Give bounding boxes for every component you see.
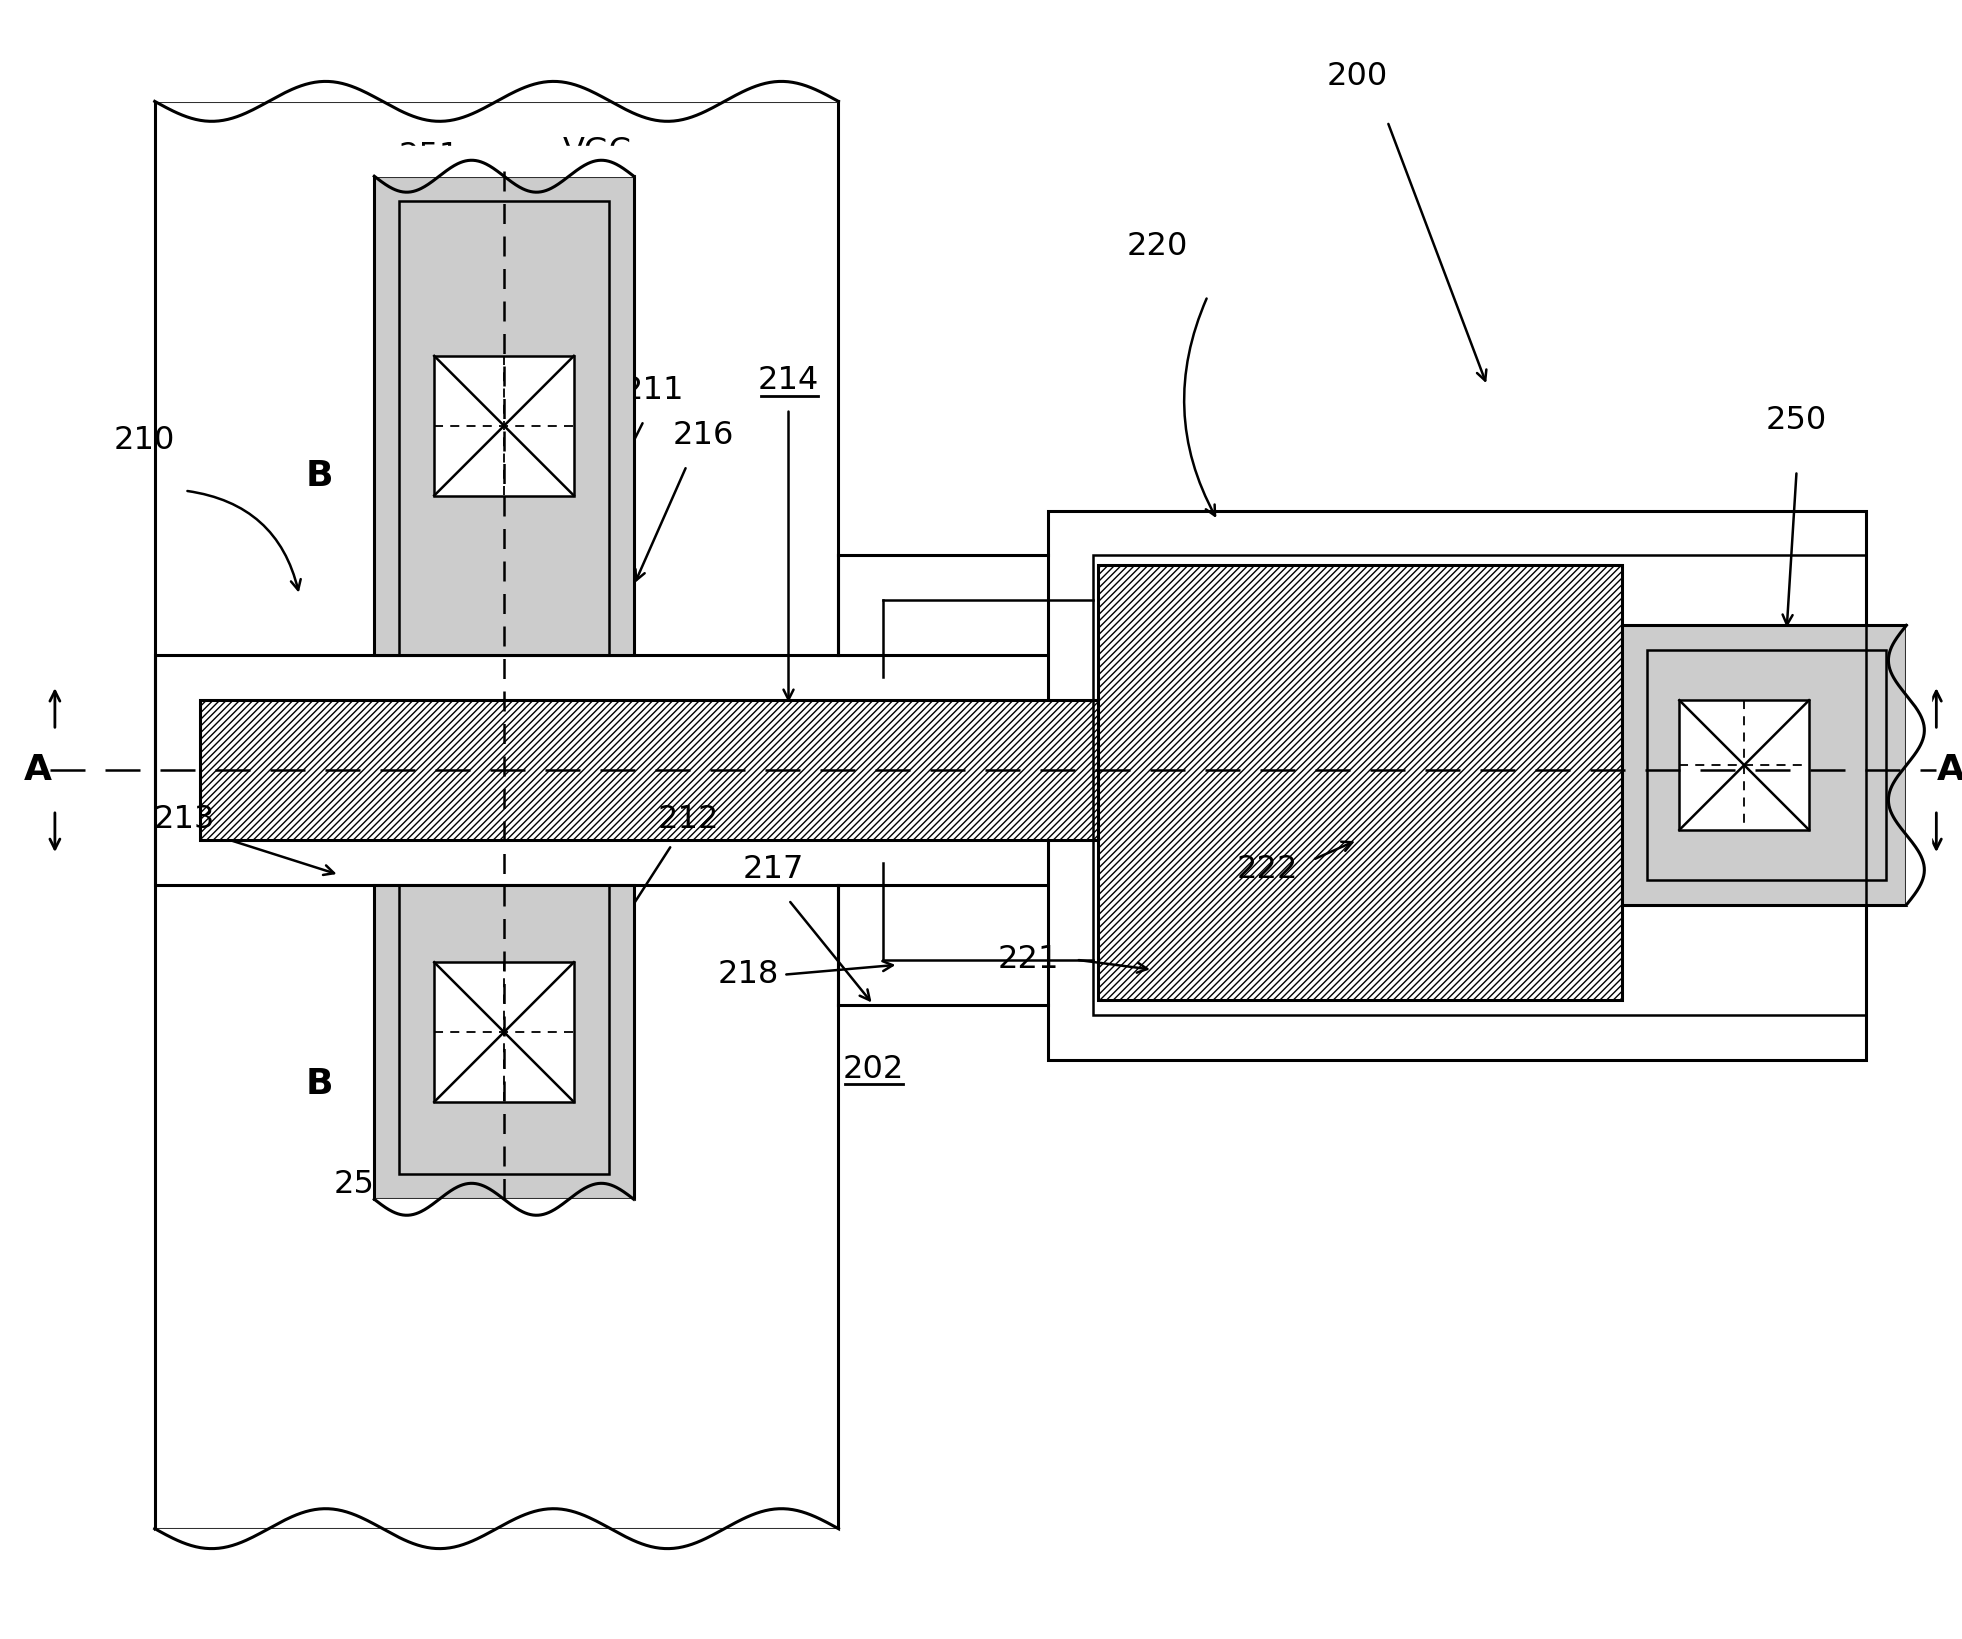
Text: BLC: BLC bbox=[512, 1149, 575, 1180]
Bar bbox=[1093, 556, 1866, 1015]
Text: 214: 214 bbox=[757, 365, 818, 397]
Text: 216: 216 bbox=[673, 420, 734, 451]
Text: 222: 222 bbox=[1236, 854, 1299, 885]
Text: VGC: VGC bbox=[563, 136, 632, 167]
Text: 221: 221 bbox=[997, 944, 1059, 975]
Bar bbox=[1623, 626, 1907, 905]
Bar bbox=[434, 356, 575, 495]
Text: WLC: WLC bbox=[1662, 854, 1732, 885]
Text: 217: 217 bbox=[744, 854, 804, 885]
Bar bbox=[398, 202, 608, 656]
Bar bbox=[1679, 700, 1809, 829]
Bar bbox=[200, 700, 1607, 839]
Text: 250: 250 bbox=[1766, 405, 1827, 436]
Bar bbox=[375, 177, 634, 656]
Text: 210: 210 bbox=[114, 425, 175, 456]
Bar bbox=[375, 885, 634, 1200]
Text: 212: 212 bbox=[657, 805, 720, 836]
Text: 252: 252 bbox=[334, 1169, 394, 1200]
Text: A: A bbox=[24, 752, 51, 787]
Bar bbox=[434, 962, 575, 1101]
Text: 220: 220 bbox=[1126, 231, 1189, 262]
Bar bbox=[155, 656, 1866, 885]
Text: B: B bbox=[306, 1067, 334, 1101]
Bar bbox=[155, 102, 838, 1529]
Bar bbox=[1646, 651, 1885, 880]
Bar bbox=[1099, 565, 1623, 1000]
Text: B: B bbox=[306, 459, 334, 493]
Text: 200: 200 bbox=[1326, 61, 1387, 92]
Text: A: A bbox=[1936, 752, 1962, 787]
Text: 218: 218 bbox=[718, 959, 779, 990]
Text: 213: 213 bbox=[153, 805, 216, 836]
Text: 202: 202 bbox=[842, 1054, 904, 1085]
Bar bbox=[398, 885, 608, 1174]
Text: 251: 251 bbox=[398, 141, 459, 172]
Text: 211: 211 bbox=[624, 375, 685, 406]
Bar bbox=[1048, 511, 1866, 1059]
